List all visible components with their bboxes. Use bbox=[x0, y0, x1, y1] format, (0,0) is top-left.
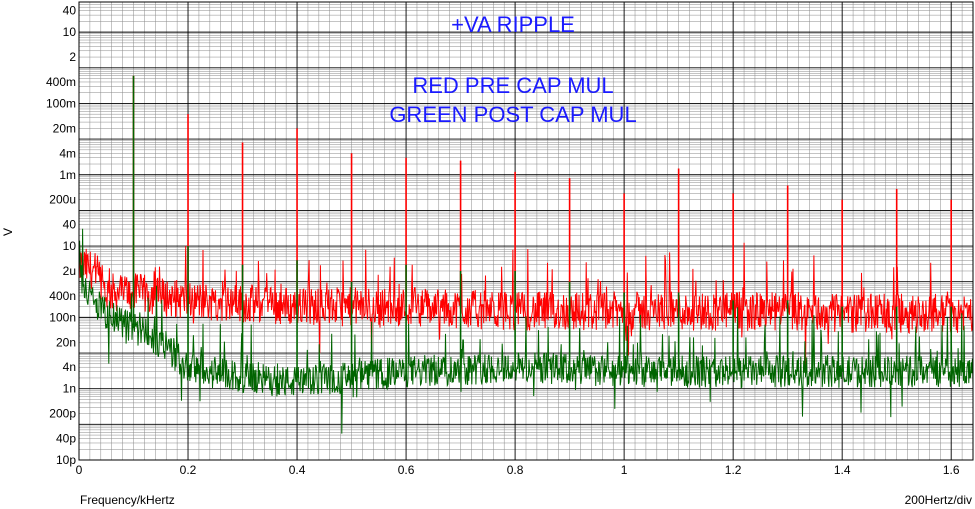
y-tick-label: 100m bbox=[46, 96, 76, 110]
y-tick-label: 40p bbox=[56, 432, 76, 446]
peaks-layer bbox=[132, 75, 952, 383]
y-tick-label: 20n bbox=[56, 335, 76, 349]
y-tick-label: 100n bbox=[49, 310, 76, 324]
x-tick-label: 1.4 bbox=[834, 463, 851, 477]
y-tick-label: 1n bbox=[63, 382, 76, 396]
y-tick-label: 400n bbox=[49, 289, 76, 303]
series-layer bbox=[78, 228, 974, 434]
y-tick-label: 10 bbox=[63, 239, 77, 253]
y-tick-label: 2u bbox=[63, 264, 76, 278]
plot-frame bbox=[78, 1, 974, 461]
annotation-green: GREEN POST CAP MUL bbox=[389, 102, 636, 127]
x-tick-label: 0.6 bbox=[398, 463, 415, 477]
x-tick-label: 0.8 bbox=[507, 463, 524, 477]
x-tick-label: 1.6 bbox=[943, 463, 960, 477]
y-tick-label: 400m bbox=[46, 75, 76, 89]
y-tick-label: 40 bbox=[63, 4, 77, 18]
x-tick-label: 0 bbox=[76, 463, 83, 477]
x-tick-label: 1 bbox=[621, 463, 628, 477]
y-tick-label: 2 bbox=[69, 50, 76, 64]
x-scale-note: 200Hertz/div bbox=[905, 493, 972, 507]
y-tick-label: 20m bbox=[53, 121, 76, 135]
y-tick-label: 1m bbox=[59, 168, 76, 182]
y-tick-label: 200u bbox=[49, 193, 76, 207]
y-tick-label: 10p bbox=[56, 453, 76, 467]
y-tick-label: 40 bbox=[63, 218, 77, 232]
x-tick-label: 1.2 bbox=[725, 463, 742, 477]
y-axis-label: V bbox=[1, 228, 15, 236]
x-tick-labels: 0 0.2 0.4 0.6 0.8 1 1.2 1.4 1.6 bbox=[76, 463, 960, 477]
y-tick-label: 200p bbox=[49, 407, 76, 421]
x-tick-label: 0.4 bbox=[289, 463, 306, 477]
x-tick-label: 0.2 bbox=[180, 463, 197, 477]
minor-grid bbox=[79, 1, 974, 460]
y-tick-label: 4n bbox=[63, 360, 76, 374]
y-tick-labels: 40 10 2 400m 100m 20m 4m 1m 200u 40 10 2u 400n 100n 20… bbox=[46, 4, 76, 467]
green-series-line bbox=[78, 228, 974, 434]
y-tick-label: 4m bbox=[59, 146, 76, 160]
x-axis-label: Frequency/kHertz bbox=[80, 493, 175, 507]
annotation-red: RED PRE CAP MUL bbox=[412, 73, 613, 98]
y-tick-label: 10 bbox=[63, 25, 77, 39]
chart-title: +VA RIPPLE bbox=[451, 12, 575, 37]
